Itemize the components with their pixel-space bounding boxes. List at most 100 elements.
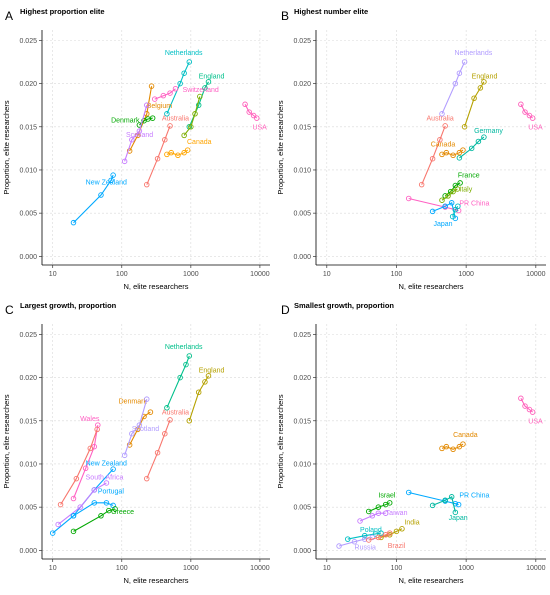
series-line — [459, 136, 485, 159]
series-australia: Australia — [418, 116, 454, 188]
data-point — [481, 134, 487, 140]
series-scotland: Scotland — [121, 102, 153, 165]
data-point — [456, 149, 463, 156]
series-japan: Japan — [429, 494, 468, 522]
data-point — [365, 537, 372, 543]
series-line — [188, 375, 209, 421]
series-label: Germany — [474, 128, 503, 135]
data-point — [129, 430, 135, 437]
data-point — [442, 203, 448, 209]
data-point — [461, 59, 468, 65]
data-point — [456, 155, 463, 161]
data-point — [439, 151, 445, 158]
data-point — [148, 83, 155, 89]
series-label: Italy — [459, 187, 472, 194]
y-tick-label: 0.015 — [19, 124, 37, 131]
data-point — [91, 500, 98, 506]
series-new-zealand: New Zealand — [49, 461, 127, 536]
data-point — [181, 149, 187, 156]
series-label: India — [404, 519, 419, 526]
x-tick-label: 1000 — [183, 271, 199, 278]
x-tick-label: 100 — [391, 271, 403, 278]
data-point — [94, 426, 100, 433]
data-point — [112, 506, 118, 512]
data-point — [522, 403, 528, 409]
data-point — [110, 172, 116, 178]
series-line — [441, 149, 464, 156]
data-point — [151, 96, 158, 102]
series-israel: Israel — [365, 493, 396, 515]
series-australia: Australia — [144, 116, 189, 188]
data-point — [345, 536, 351, 542]
data-point — [437, 136, 443, 143]
series-line — [183, 96, 201, 136]
data-point — [73, 475, 80, 482]
data-point — [336, 543, 342, 549]
series-italy: Italy — [439, 186, 473, 203]
series-denmark: Denmark — [111, 115, 156, 128]
y-tick-label: 0.015 — [293, 418, 311, 425]
series-south-africa: South Africa — [55, 475, 124, 528]
series-line — [60, 429, 98, 505]
series-label: Greece — [111, 509, 134, 516]
series-scotland: Scotland — [121, 396, 159, 459]
panel-letter: D — [281, 303, 290, 317]
data-point — [253, 115, 260, 121]
data-point — [452, 509, 459, 516]
data-point — [439, 445, 445, 452]
data-point — [129, 136, 135, 143]
x-tick-label: 100 — [116, 565, 128, 572]
x-axis-title: N, elite researchers — [398, 576, 463, 585]
data-point — [184, 147, 191, 153]
x-tick-label: 10 — [323, 565, 331, 572]
data-point — [106, 507, 112, 514]
x-tick-label: 10 — [49, 565, 57, 572]
series-label: Japan — [433, 221, 452, 228]
y-tick-label: 0.000 — [293, 548, 311, 555]
data-point — [429, 502, 436, 509]
data-point — [443, 443, 450, 450]
series-india: India — [378, 519, 420, 541]
data-point — [429, 208, 436, 215]
series-label: Japan — [449, 515, 468, 522]
data-point — [375, 510, 382, 516]
data-point — [186, 418, 193, 424]
data-point — [149, 115, 156, 121]
data-point — [202, 379, 208, 385]
data-point — [144, 181, 150, 188]
series-label: Poland — [360, 527, 382, 534]
series-label: PR China — [459, 493, 489, 500]
panel-title: Highest number elite — [294, 7, 368, 16]
series-label: England — [472, 73, 498, 80]
series-label: South Africa — [86, 475, 124, 482]
series-netherlands: Netherlands — [439, 50, 493, 117]
data-point — [369, 534, 376, 541]
y-tick-label: 0.025 — [293, 38, 311, 45]
series-line — [464, 81, 485, 127]
data-point — [167, 417, 173, 423]
data-point — [195, 389, 202, 396]
data-point — [172, 85, 179, 92]
series-netherlands: Netherlands — [164, 50, 203, 117]
series-label: USA — [528, 124, 543, 131]
data-point — [450, 446, 456, 453]
data-point — [160, 92, 167, 99]
data-point — [429, 155, 436, 162]
data-point — [70, 513, 77, 519]
series-label: England — [199, 73, 225, 80]
y-tick-label: 0.025 — [19, 38, 37, 45]
x-tick-label: 100 — [116, 271, 128, 278]
series-label: Denmark — [119, 398, 148, 405]
data-point — [147, 409, 154, 415]
data-point — [450, 152, 456, 159]
x-tick-label: 10000 — [526, 271, 546, 278]
y-tick-label: 0.015 — [19, 418, 37, 425]
series-brazil: Brazil — [365, 530, 406, 550]
data-point — [452, 215, 459, 222]
data-point — [205, 79, 212, 85]
y-tick-label: 0.020 — [293, 81, 311, 88]
data-point — [418, 181, 425, 188]
y-tick-label: 0.020 — [19, 375, 37, 382]
data-point — [439, 197, 445, 203]
data-point — [195, 102, 202, 108]
